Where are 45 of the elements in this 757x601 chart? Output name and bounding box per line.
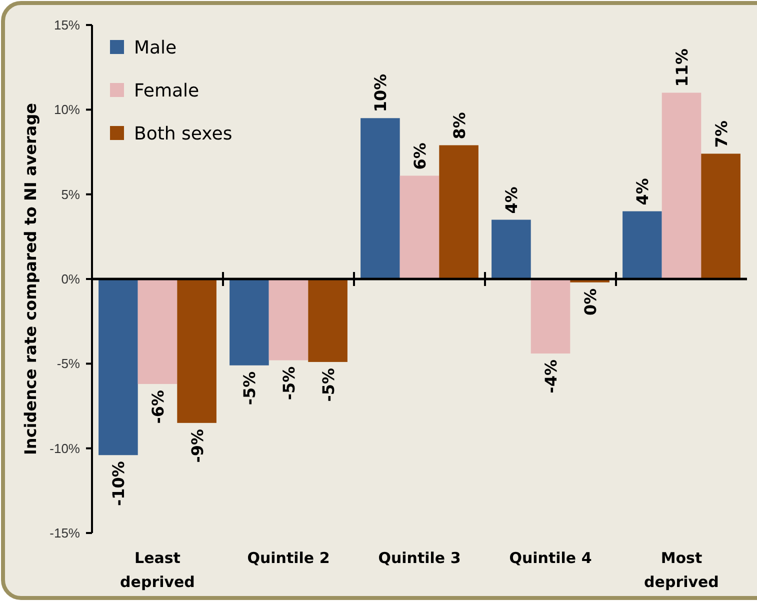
data-label: -9% (188, 428, 207, 463)
data-label: -5% (240, 371, 260, 406)
bar (400, 176, 440, 279)
bar (138, 279, 178, 384)
legend-label: Both sexes (134, 123, 232, 144)
data-label: 0% (580, 288, 600, 316)
bar (308, 279, 348, 362)
bar (530, 279, 570, 354)
x-tick-label: Quintile 3 (378, 549, 461, 567)
y-tick-label: 5% (61, 186, 80, 202)
data-label: 11% (672, 48, 692, 87)
legend-label: Male (134, 37, 177, 58)
y-tick-label: 15% (54, 18, 80, 33)
data-label: 8% (450, 112, 469, 140)
x-tick-label: Quintile 2 (247, 549, 330, 567)
y-axis-title: Incidence rate compared to NI average (21, 102, 40, 456)
data-label: 10% (371, 74, 390, 112)
data-label: -6% (148, 390, 168, 424)
bar (177, 279, 216, 423)
legend-label: Female (134, 80, 200, 102)
data-label: -4% (542, 360, 560, 394)
x-tick-label: Quintile 4 (509, 549, 592, 567)
bar (268, 279, 308, 360)
bar (360, 118, 400, 279)
data-label: -10% (109, 461, 128, 506)
data-label: 7% (712, 120, 731, 148)
bar (701, 154, 740, 279)
data-label: -5% (318, 368, 338, 402)
y-tick-label: 10% (54, 102, 80, 118)
bar (98, 279, 138, 456)
y-tick-label: -15% (50, 526, 80, 541)
bar (230, 279, 269, 366)
data-label: 4% (502, 186, 522, 214)
data-label: -5% (280, 366, 298, 400)
y-tick-label: -10% (50, 440, 80, 456)
y-tick-label: -5% (56, 356, 80, 372)
bar (492, 220, 531, 279)
x-tick-label: Least deprived (120, 549, 195, 591)
bar (662, 92, 702, 279)
y-tick-label: 0% (61, 272, 80, 287)
data-label: 6% (410, 142, 430, 170)
x-tick-label: Most deprived (644, 549, 719, 591)
bar (622, 211, 662, 279)
data-label: 4% (633, 178, 652, 206)
bar (439, 145, 478, 279)
